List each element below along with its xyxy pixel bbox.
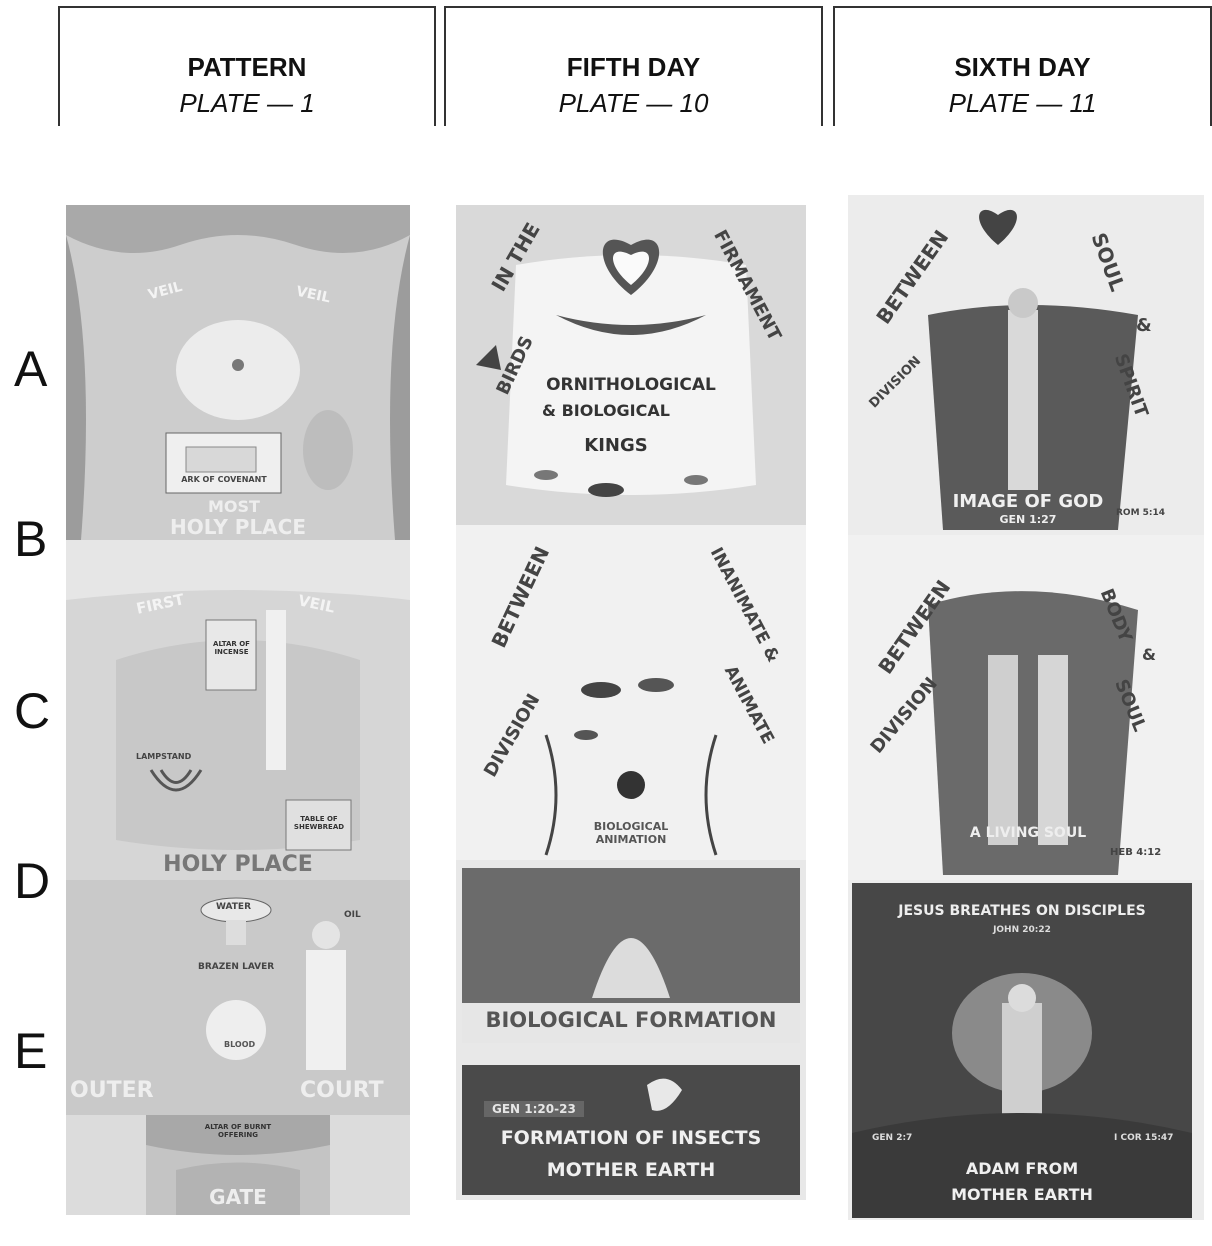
amp2-label: & [1142, 645, 1156, 664]
living-soul-illustration [928, 591, 1138, 875]
insects-panel: GEN 1:20-23 FORMATION OF INSECTS MOTHER … [462, 1065, 800, 1195]
column-plate: PLATE — 1 [179, 88, 315, 118]
formation-illustration [462, 938, 800, 1043]
blood-label: BLOOD [224, 1040, 256, 1049]
outer-court-panel: WATER OIL BRAZEN LAVER BLOOD OUTER COURT [66, 880, 410, 1115]
gen127-label: GEN 1:27 [999, 513, 1057, 526]
row-label-b: B [14, 511, 48, 567]
mother-earth-label: MOTHER EARTH [546, 1159, 716, 1181]
outer-court-illustration [200, 897, 346, 1070]
column-plate: PLATE — 11 [948, 88, 1097, 118]
oil-label: OIL [344, 910, 361, 920]
holy-place-top-label: HOLY PLACE [169, 515, 307, 539]
image-label: IMAGE OF GOD [952, 491, 1104, 512]
row-label-e: E [14, 1023, 48, 1079]
gate-top-label: ALTAR OF BURNT OFFERING [204, 1123, 272, 1139]
column-title: FIFTH DAY [566, 52, 701, 82]
heb-label: HEB 4:12 [1110, 847, 1162, 858]
ornithological-label: ORNITHOLOGICAL [546, 375, 716, 395]
fifth-day-plate: IN THE BIRDS FIRMAMENT ORNITHOLOGICAL & … [456, 205, 806, 1200]
laver-label: BRAZEN LAVER [198, 962, 275, 972]
gate-illustration [146, 1115, 330, 1215]
living-soul-label: A LIVING SOUL [969, 825, 1087, 841]
birds-panel: IN THE BIRDS FIRMAMENT ORNITHOLOGICAL & … [456, 205, 806, 525]
table-label: TABLE OF SHEWBREAD [293, 815, 345, 831]
gate-panel: ALTAR OF BURNT OFFERING GATE [146, 1115, 330, 1215]
amp-label: & [1136, 315, 1152, 336]
header-fifth-day: FIFTH DAY PLATE — 10 [444, 6, 823, 126]
living-soul-panel: BETWEEN DIVISION BODY & SOUL A LIVING SO… [848, 535, 1204, 880]
gate-label: GATE [209, 1185, 267, 1209]
most-holy-place-panel: VEIL VEIL ARK OF COVENANT MOST HOLY PLAC… [66, 205, 410, 540]
gen27-label: GEN 2:7 [872, 1133, 913, 1143]
ark-label: ARK OF COVENANT [181, 475, 267, 484]
pattern-plate: VEIL VEIL ARK OF COVENANT MOST HOLY PLAC… [66, 205, 410, 1215]
water-label: WATER [216, 902, 252, 912]
john-label: JOHN 20:22 [993, 925, 1051, 935]
header-sixth-day: SIXTH DAY PLATE — 11 [833, 6, 1212, 126]
mother2-label: MOTHER EARTH [951, 1185, 1093, 1204]
biological-label: & BIOLOGICAL [542, 401, 670, 420]
adam-panel: JESUS BREATHES ON DISCIPLES JOHN 20:22 G… [852, 883, 1192, 1218]
altar-label: ALTAR OF INCENSE [213, 640, 250, 656]
animation-panel: BETWEEN DIVISION INANIMATE & ANIMATE BIO… [456, 525, 806, 860]
column-title: SIXTH DAY [954, 52, 1091, 82]
jesus-label: JESUS BREATHES ON DISCIPLES [898, 903, 1146, 919]
court-label: COURT [300, 1078, 384, 1103]
image-of-god-illustration [928, 209, 1138, 530]
image-of-god-panel: BETWEEN DIVISION SOUL & SPIRIT IMAGE OF … [848, 195, 1204, 535]
kings-label: KINGS [584, 435, 648, 456]
holy-place-illustration [66, 540, 410, 851]
insects-illustration [647, 1078, 682, 1111]
header-pattern: PATTERN PLATE — 1 [58, 6, 436, 126]
row-label-c: C [14, 683, 51, 739]
adam-label: ADAM FROM [965, 1159, 1079, 1178]
lampstand-label: LAMPSTAND [136, 752, 192, 761]
birds-illustration [476, 239, 756, 497]
outer-label: OUTER [70, 1078, 154, 1103]
adam-illustration [852, 973, 1192, 1218]
row-label-a: A [14, 341, 48, 397]
bio-formation-label: BIOLOGICAL FORMATION [485, 1008, 777, 1032]
most-label: MOST [208, 497, 260, 516]
rom-label: ROM 5:14 [1116, 508, 1166, 518]
gen-ref-label: GEN 1:20-23 [484, 1101, 584, 1117]
cor-label: I COR 15:47 [1114, 1133, 1174, 1143]
animation-illustration [544, 678, 718, 856]
column-title: PATTERN [187, 52, 307, 82]
column-plate: PLATE — 10 [558, 88, 709, 118]
holy-place-panel: FIRST VEIL ALTAR OF INCENSE LAMPSTAND TA… [66, 540, 410, 880]
curtain-illustration [66, 205, 410, 540]
bio-animation-label: BIOLOGICAL ANIMATION [593, 820, 669, 846]
holy-place-label: HOLY PLACE [163, 852, 313, 877]
sixth-day-plate: BETWEEN DIVISION SOUL & SPIRIT IMAGE OF … [848, 195, 1204, 1220]
insects-label: FORMATION OF INSECTS [500, 1127, 762, 1149]
formation-panel: BIOLOGICAL FORMATION [462, 868, 800, 1043]
row-label-d: D [14, 853, 51, 909]
